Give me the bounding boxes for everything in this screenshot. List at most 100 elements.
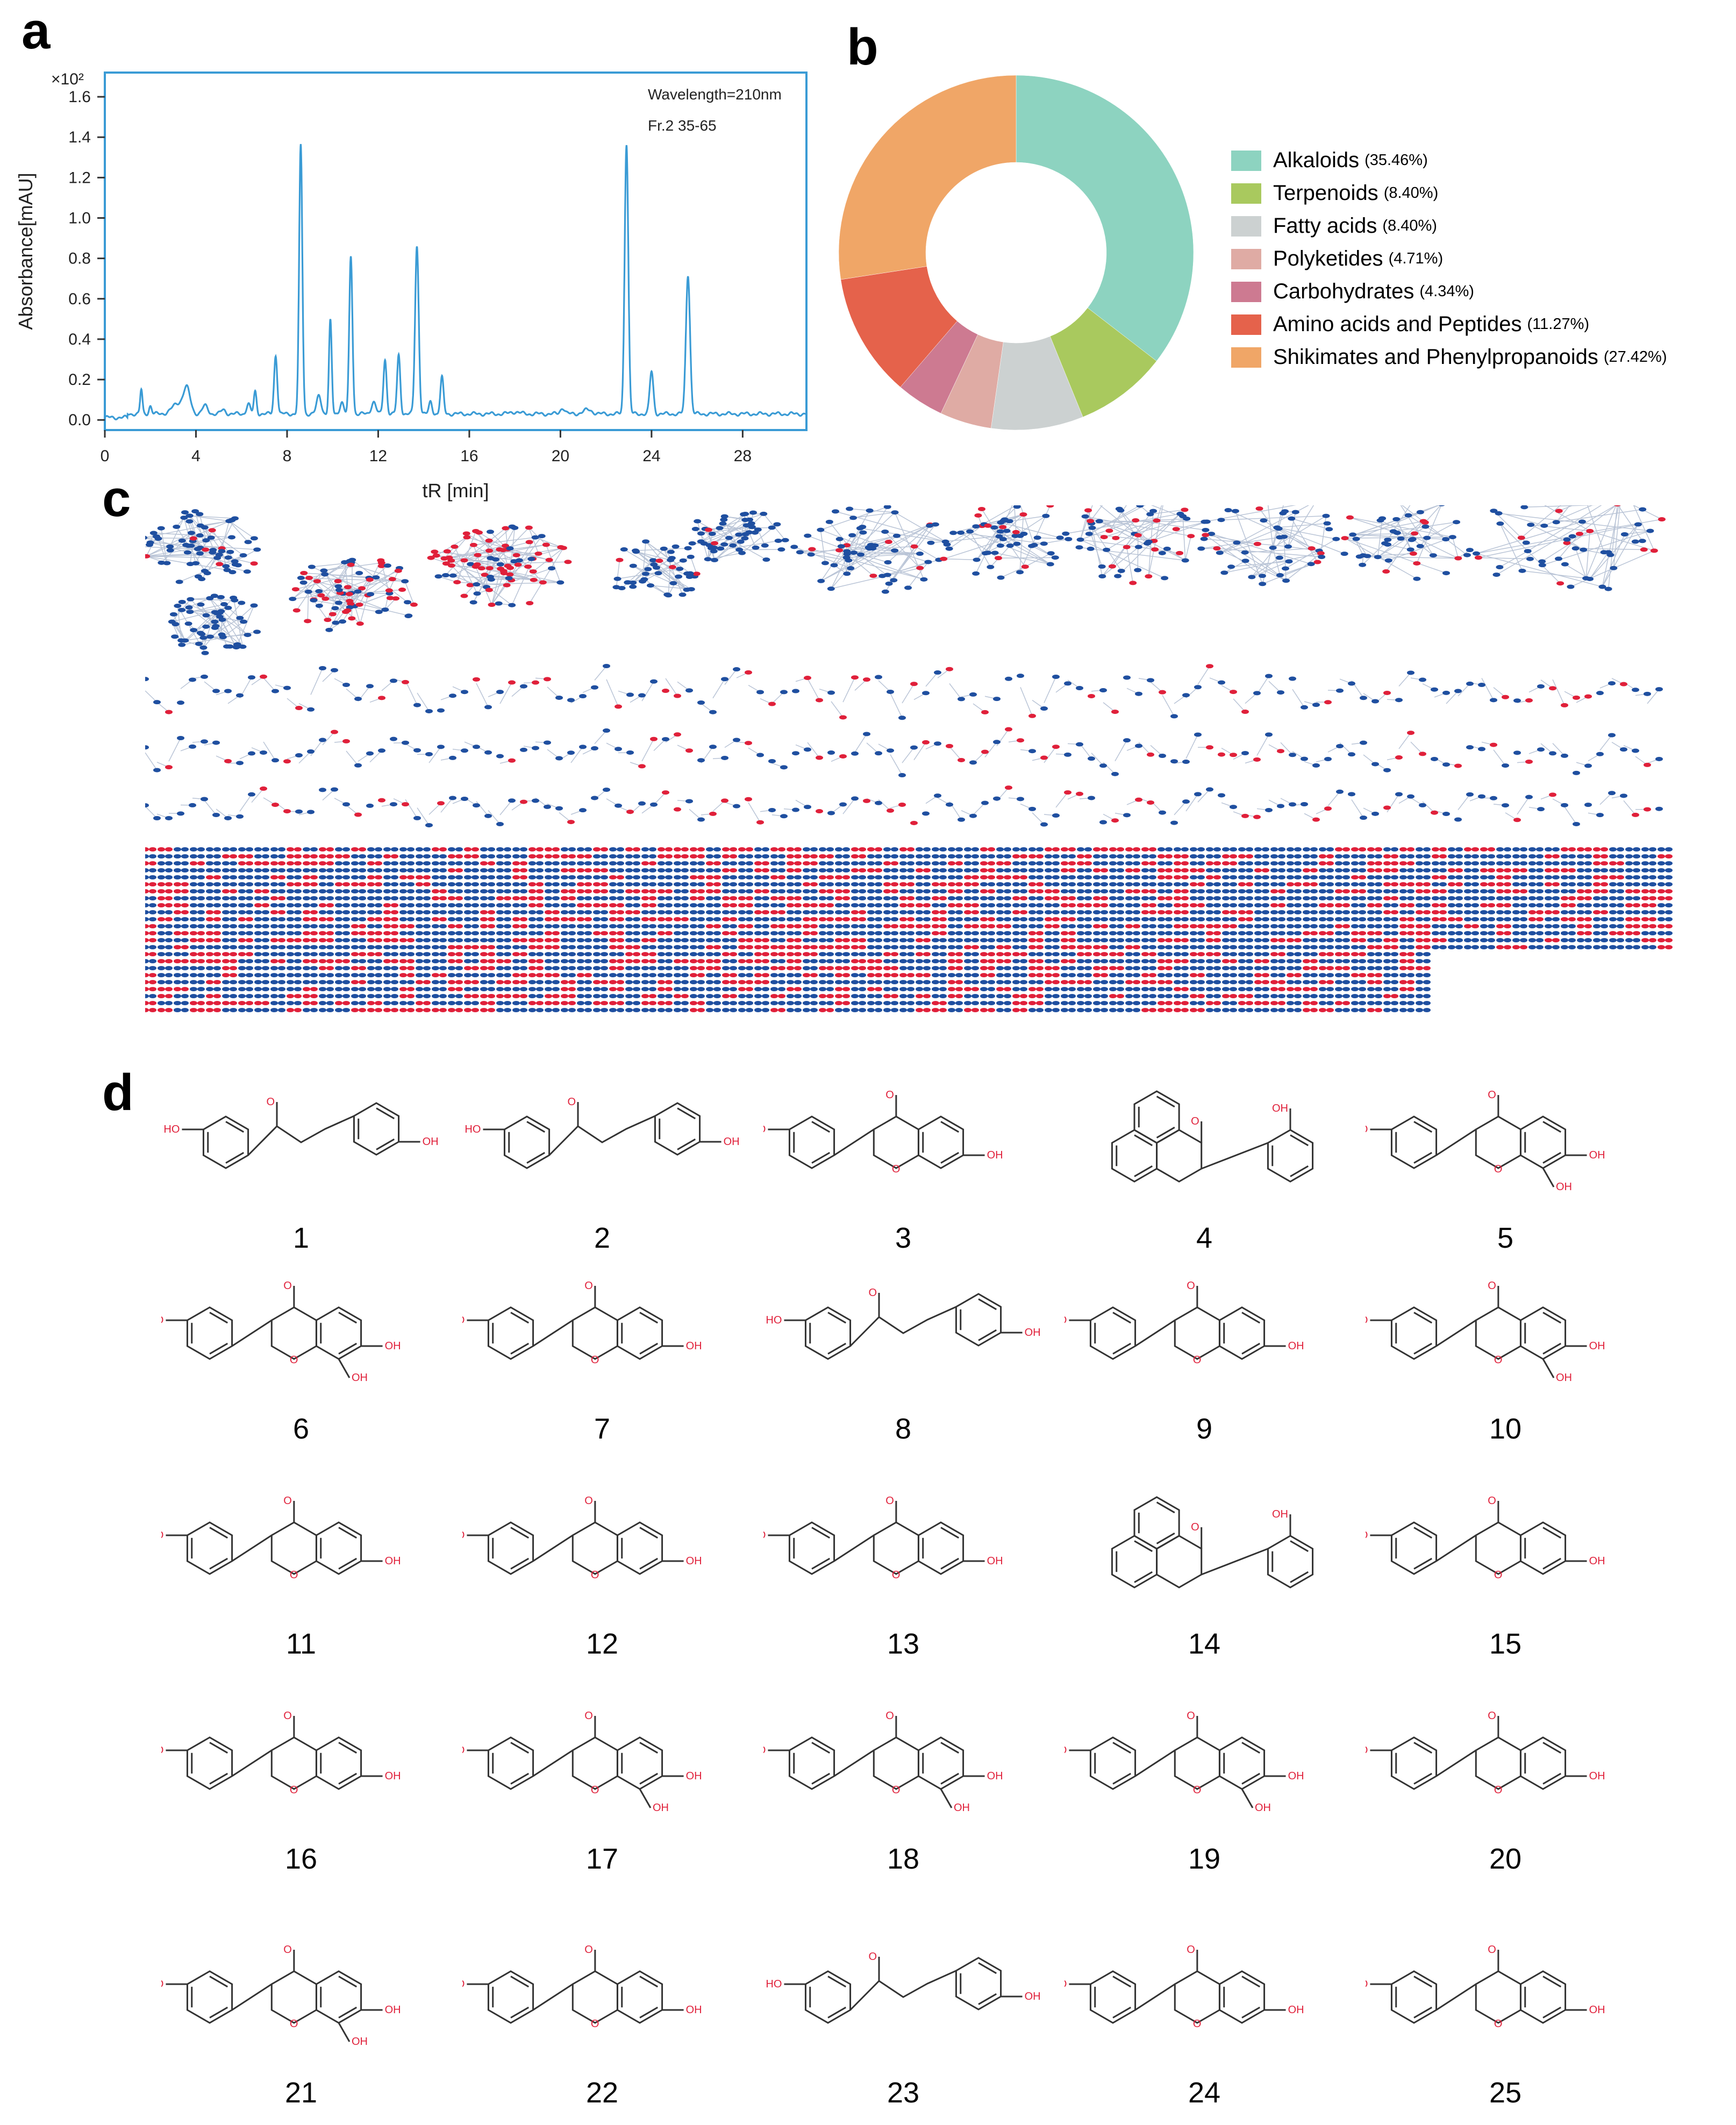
network-node — [904, 585, 912, 590]
network-node — [1658, 854, 1665, 858]
network-edge — [713, 540, 778, 552]
network-node — [946, 802, 953, 807]
network-node — [1289, 802, 1296, 807]
network-edge — [1613, 505, 1620, 568]
network-node — [423, 854, 431, 858]
network-node — [1632, 748, 1639, 753]
network-node — [1068, 861, 1076, 865]
network-node — [1052, 675, 1060, 679]
network-node — [1395, 698, 1403, 703]
network-node — [1416, 861, 1423, 865]
network-node — [1376, 518, 1384, 523]
network-node — [145, 803, 149, 808]
network-node — [1608, 733, 1616, 738]
network-node — [859, 854, 866, 858]
network-node — [1052, 847, 1060, 852]
network-node — [827, 750, 835, 755]
network-node — [473, 562, 481, 567]
network-edge — [728, 526, 753, 539]
network-node — [1100, 535, 1108, 540]
network-node — [730, 847, 737, 852]
network-node — [1101, 847, 1108, 852]
network-edge — [1233, 698, 1246, 712]
network-edge — [198, 617, 240, 645]
network-node — [218, 549, 226, 554]
network-node — [943, 542, 951, 547]
network-edge — [304, 573, 376, 578]
network-node — [439, 847, 447, 852]
network-node — [212, 624, 220, 628]
network-node — [601, 854, 608, 858]
network-edge — [325, 595, 368, 599]
network-node — [1340, 552, 1348, 556]
network-node — [1075, 545, 1083, 550]
network-node — [907, 847, 915, 852]
network-edge — [1015, 516, 1046, 536]
network-node — [213, 555, 222, 560]
network-node — [474, 553, 482, 557]
network-node — [1241, 550, 1249, 555]
network-node — [934, 741, 941, 746]
network-edge — [239, 794, 252, 812]
network-edge — [303, 573, 361, 624]
network-node — [496, 822, 504, 827]
network-node — [891, 861, 898, 865]
network-node — [741, 518, 749, 523]
network-edge — [448, 557, 487, 588]
network-node — [827, 586, 835, 591]
network-node — [1391, 847, 1398, 852]
network-node — [1181, 847, 1189, 852]
network-node — [216, 562, 224, 567]
network-node — [1161, 576, 1169, 581]
network-node — [437, 708, 445, 713]
network-node — [1259, 582, 1267, 586]
network-node — [342, 739, 350, 743]
network-node — [752, 545, 760, 550]
network-node — [359, 868, 366, 872]
network-node — [803, 854, 810, 858]
network-edge — [1256, 734, 1269, 756]
network-node — [1471, 854, 1479, 858]
network-node — [292, 608, 301, 613]
network-node — [668, 556, 676, 561]
network-node — [1052, 813, 1060, 818]
network-edge — [1522, 570, 1587, 579]
network-node — [461, 690, 468, 695]
network-node — [1260, 518, 1268, 523]
network-edge — [1251, 557, 1280, 578]
network-node — [512, 847, 520, 852]
network-edge — [200, 520, 230, 526]
network-node — [1383, 861, 1391, 865]
network-node — [212, 740, 220, 745]
network-node — [971, 854, 979, 858]
network-edge — [1458, 794, 1470, 811]
network-node — [1052, 745, 1060, 749]
network-node — [1136, 505, 1144, 508]
network-node — [416, 847, 423, 852]
network-edge — [1632, 505, 1662, 520]
network-edge — [431, 557, 491, 577]
network-node — [1254, 847, 1262, 852]
network-node — [335, 854, 342, 858]
network-edge — [263, 741, 276, 761]
network-node — [725, 535, 733, 540]
network-node — [1174, 847, 1181, 852]
legend-swatch — [1231, 216, 1261, 237]
network-edge — [1396, 519, 1411, 550]
network-node — [177, 700, 184, 705]
network-node — [827, 811, 835, 815]
legend-label: Fatty acids — [1273, 214, 1377, 238]
network-edge — [975, 522, 1002, 574]
network-node — [334, 600, 342, 605]
network-node — [375, 854, 382, 858]
network-node — [567, 750, 575, 755]
network-node — [1538, 559, 1546, 564]
network-node — [1312, 817, 1320, 822]
network-node — [839, 754, 847, 759]
network-edge — [546, 545, 561, 583]
network-node — [153, 768, 161, 772]
network-node — [1301, 756, 1308, 761]
network-node — [287, 861, 294, 865]
network-node — [794, 854, 802, 858]
network-node — [1431, 687, 1438, 692]
